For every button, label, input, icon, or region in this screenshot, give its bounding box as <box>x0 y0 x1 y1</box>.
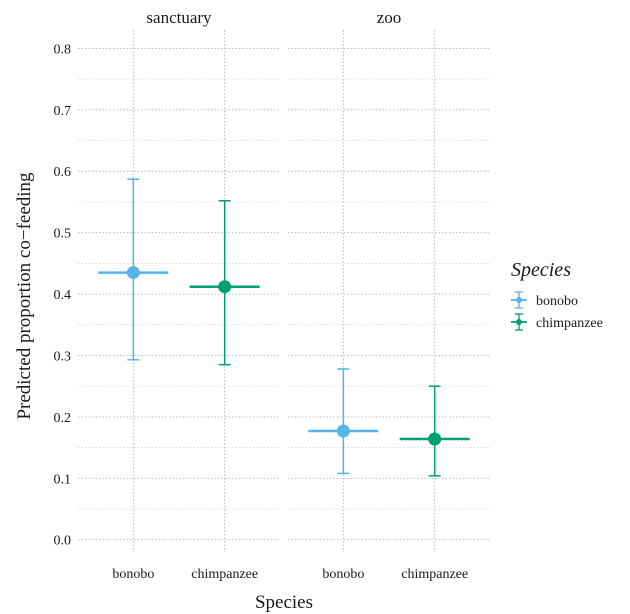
x-tick-label: bonobo <box>322 567 364 582</box>
legend: Species bonobo chimpanzee <box>511 259 603 331</box>
estimate-point <box>126 266 140 280</box>
facet-label: zoo <box>377 8 402 27</box>
y-tick-label: 0.0 <box>54 534 72 549</box>
estimate-point <box>336 424 350 438</box>
grid-layer <box>78 30 490 552</box>
point-range <box>399 385 470 477</box>
legend-key <box>511 291 527 309</box>
legend-label: chimpanzee <box>536 316 603 331</box>
legend-key-point <box>516 297 522 303</box>
y-tick-label: 0.5 <box>54 227 72 242</box>
legend-label: bonobo <box>536 294 578 309</box>
y-tick-label: 0.2 <box>54 411 72 426</box>
y-tick-label: 0.8 <box>54 42 72 57</box>
y-tick-label: 0.6 <box>54 165 72 180</box>
estimate-point <box>218 280 232 294</box>
point-range <box>308 368 379 475</box>
y-tick-label: 0.1 <box>54 472 72 487</box>
facet-label: sanctuary <box>146 8 212 27</box>
estimate-point <box>428 432 442 446</box>
x-tick-label: chimpanzee <box>191 567 258 582</box>
legend-title: Species <box>511 259 571 281</box>
mark-layer <box>98 178 470 477</box>
legend-key <box>511 313 527 331</box>
x-axis-title: Species <box>255 592 313 613</box>
y-tick-label: 0.4 <box>54 288 72 303</box>
text-layer: 0.0 0.1 0.2 0.3 0.4 0.5 0.6 0.7 0.8 sanctuary bono… <box>54 8 469 582</box>
x-tick-label: bonobo <box>112 567 154 582</box>
y-axis-title: Predicted proportion co−feeding <box>14 172 35 420</box>
legend-key-point <box>516 319 522 325</box>
point-range <box>98 178 169 361</box>
x-tick-label: chimpanzee <box>401 567 468 582</box>
y-tick-label: 0.7 <box>54 104 72 119</box>
y-tick-label: 0.3 <box>54 349 72 364</box>
point-range <box>189 199 260 366</box>
